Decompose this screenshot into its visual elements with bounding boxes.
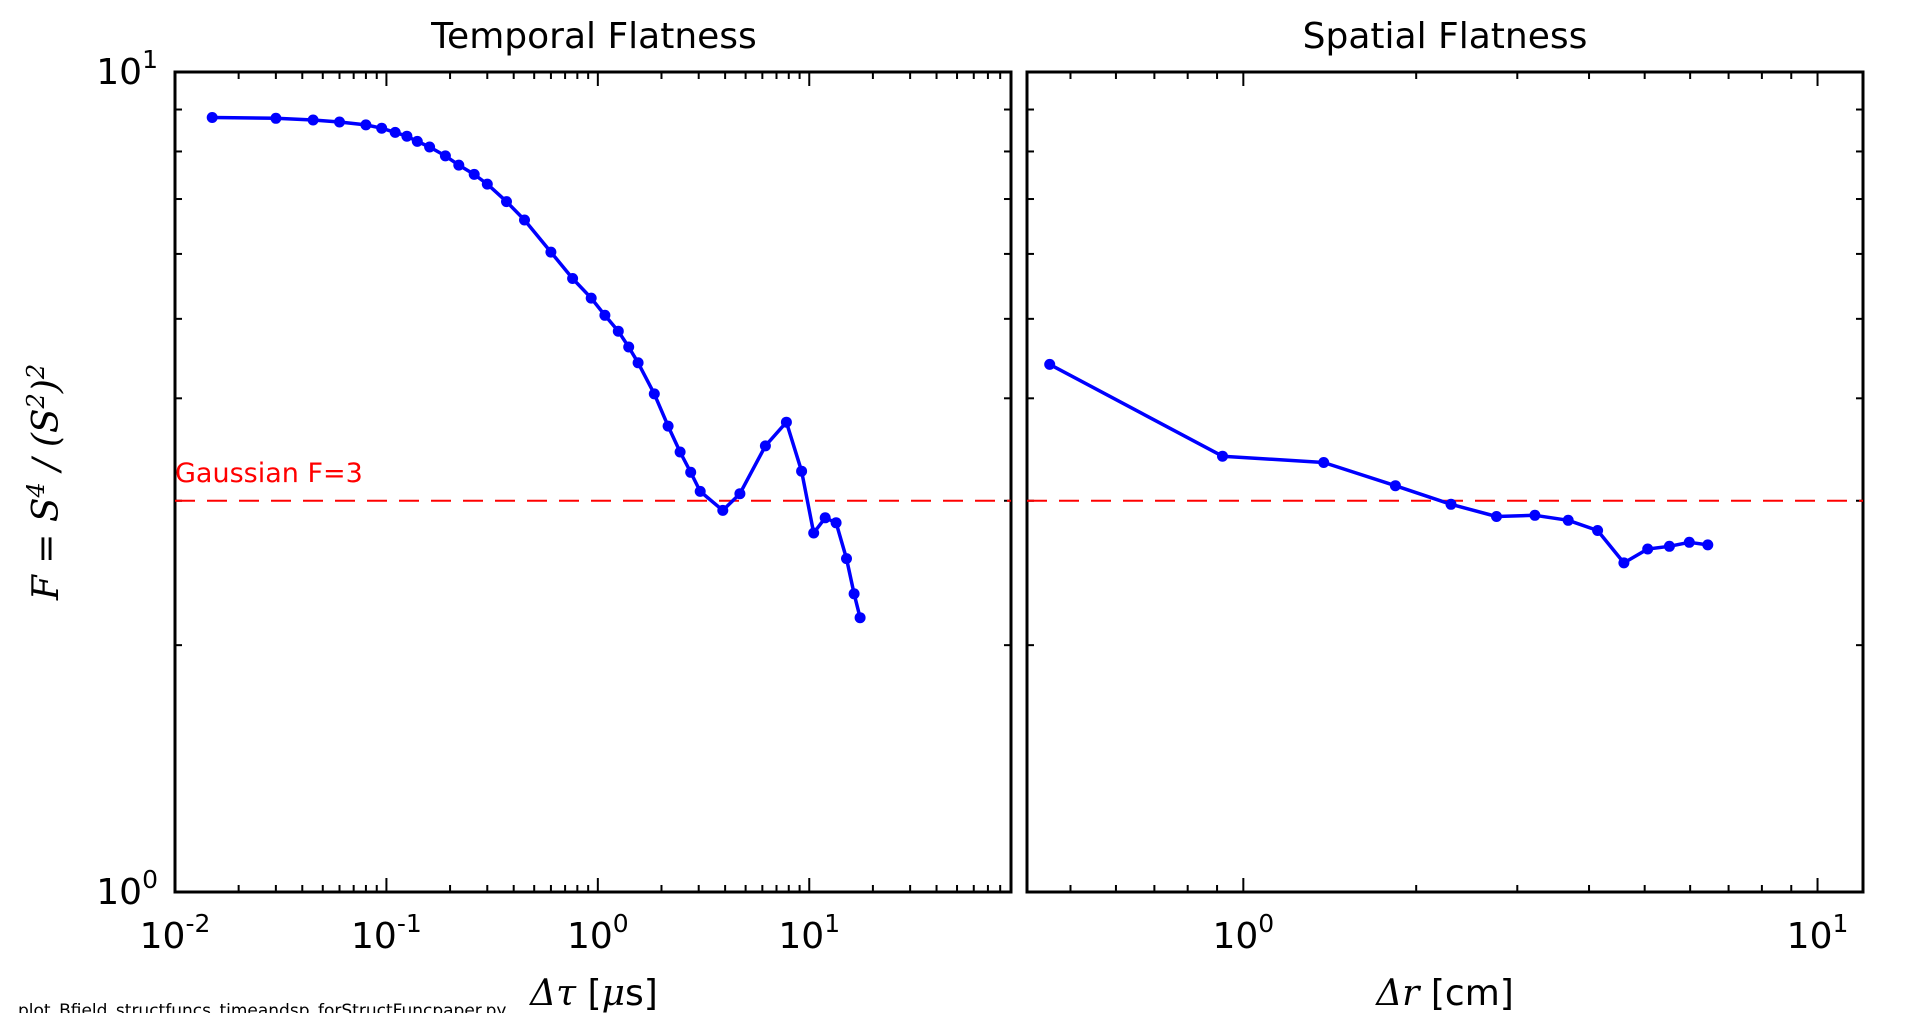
temporal-data-point (623, 341, 635, 353)
spatial-axis-ticks (1027, 71, 1863, 893)
temporal-data-point (334, 116, 345, 128)
spatial-data-point (1491, 511, 1502, 522)
temporal-data-point (819, 512, 831, 524)
temporal-data-point (780, 416, 792, 428)
temporal-series (206, 112, 866, 624)
spatial-data-point (1445, 498, 1457, 510)
spatial-data-point (1683, 536, 1695, 548)
footer-filename: plot_Bfield_structfuncs_timeandsp_forStr… (18, 1001, 507, 1013)
spatial-x-tick-labels: 100 101 (1212, 909, 1848, 957)
spatial-plot-frame (1025, 70, 1865, 894)
temporal-data-point (519, 214, 530, 226)
temporal-data-point (599, 309, 611, 321)
temporal-chart-title: Temporal Flatness (430, 16, 757, 57)
temporal-data-point (612, 325, 624, 337)
temporal-panel: Temporal Flatness 10-2 10-1 100 101 Gaussia… (140, 16, 1013, 1013)
spatial-data-point (1702, 539, 1714, 551)
temporal-data-point (830, 517, 842, 529)
temporal-x-tick-label: 10-1 (351, 909, 422, 957)
temporal-data-point (389, 126, 401, 138)
spatial-x-tick-label: 100 (1212, 909, 1274, 957)
y-tick-label: 101 (96, 45, 158, 93)
temporal-data-point (481, 178, 493, 190)
spatial-data-point (1044, 358, 1056, 370)
temporal-data-point (685, 466, 697, 478)
temporal-data-point (567, 273, 579, 284)
temporal-data-point (848, 588, 860, 600)
temporal-x-axis-label: Δτ [μs] (528, 973, 658, 1013)
temporal-data-point (808, 527, 820, 539)
spatial-data-point (1618, 557, 1630, 569)
temporal-data-point (545, 246, 557, 258)
temporal-data-point (376, 122, 388, 134)
spatial-series (1044, 358, 1714, 569)
temporal-data-point (648, 388, 660, 400)
spatial-data-point (1318, 457, 1330, 468)
spatial-data-point (1217, 450, 1228, 462)
temporal-data-point (401, 130, 413, 142)
temporal-data-point (206, 112, 218, 123)
temporal-data-point (307, 114, 319, 126)
temporal-data-point (854, 612, 866, 624)
y-tick-label: 100 (96, 865, 158, 913)
temporal-data-point (360, 119, 372, 131)
y-tick-labels: 100 101 (96, 45, 158, 913)
temporal-x-tick-label: 100 (567, 909, 629, 957)
temporal-axis-ticks (174, 71, 1012, 893)
temporal-data-point (411, 135, 423, 147)
spatial-chart-title: Spatial Flatness (1303, 16, 1588, 57)
temporal-data-point (662, 420, 674, 432)
temporal-data-point (734, 488, 746, 500)
temporal-data-point (796, 465, 808, 477)
spatial-x-tick-label: 101 (1787, 909, 1849, 957)
temporal-data-point (501, 196, 512, 208)
temporal-data-point (632, 357, 644, 369)
spatial-data-point (1562, 514, 1574, 526)
temporal-data-point (439, 150, 451, 162)
temporal-data-point (694, 485, 706, 497)
temporal-data-point (717, 504, 729, 516)
temporal-data-point (468, 168, 480, 180)
gaussian-reference-label: Gaussian F=3 (175, 458, 363, 489)
temporal-data-point (585, 292, 597, 304)
spatial-x-axis-label: Δr [cm] (1374, 973, 1514, 1013)
spatial-panel: Spatial Flatness 100 101 Δr [cm] (1025, 16, 1865, 1013)
temporal-plot-frame (173, 70, 1013, 894)
temporal-data-point (424, 141, 436, 153)
temporal-data-point (674, 446, 686, 458)
spatial-data-point (1592, 525, 1604, 536)
temporal-data-point (453, 159, 465, 171)
spatial-data-point (1389, 480, 1401, 492)
temporal-data-point (759, 440, 771, 452)
spatial-data-point (1529, 509, 1541, 521)
spatial-data-point (1663, 540, 1675, 552)
spatial-data-point (1642, 543, 1654, 555)
temporal-x-tick-label: 101 (778, 909, 840, 957)
temporal-data-point (841, 553, 852, 565)
temporal-data-point (270, 112, 282, 124)
temporal-x-tick-labels: 10-2 10-1 100 101 (140, 909, 840, 957)
temporal-x-tick-label: 10-2 (140, 909, 211, 957)
